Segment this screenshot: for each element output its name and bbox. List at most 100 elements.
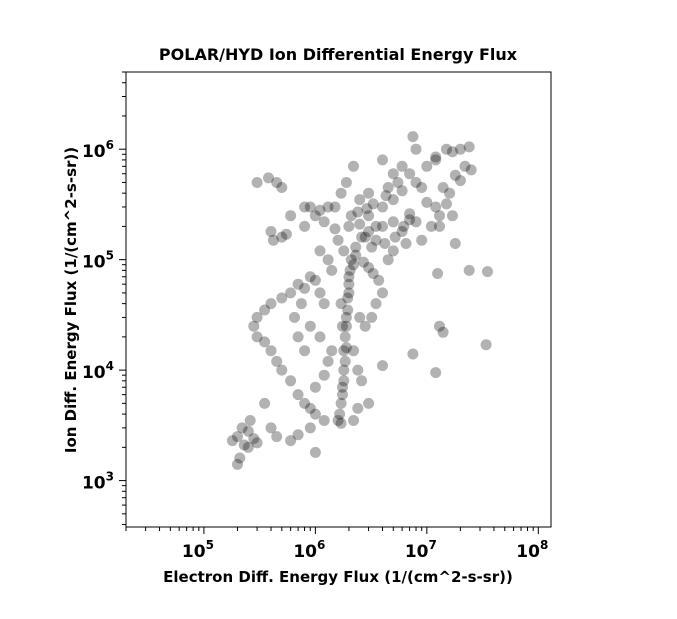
data-point bbox=[322, 355, 334, 367]
data-point bbox=[335, 298, 347, 310]
data-point bbox=[407, 131, 419, 143]
data-point bbox=[432, 268, 444, 279]
data-point bbox=[454, 175, 466, 187]
data-point bbox=[437, 182, 449, 193]
data-point bbox=[348, 415, 359, 426]
y-tick-label: 106 bbox=[82, 138, 114, 162]
data-point bbox=[340, 342, 352, 354]
data-point bbox=[276, 231, 288, 243]
data-point bbox=[338, 245, 350, 257]
data-point bbox=[400, 238, 412, 249]
data-point bbox=[421, 160, 433, 172]
data-point bbox=[251, 177, 263, 188]
x-tick-label: 105 bbox=[182, 538, 214, 562]
data-point bbox=[441, 143, 452, 155]
data-point bbox=[430, 154, 442, 166]
data-point bbox=[304, 320, 316, 332]
data-point bbox=[482, 266, 493, 278]
data-point bbox=[459, 160, 471, 172]
data-point bbox=[345, 210, 357, 222]
data-point bbox=[363, 187, 375, 199]
data-point bbox=[244, 415, 256, 426]
data-point bbox=[265, 345, 277, 357]
data-point bbox=[309, 381, 321, 393]
data-point bbox=[370, 298, 382, 310]
data-point bbox=[289, 311, 300, 323]
data-point bbox=[396, 185, 408, 197]
data-point bbox=[447, 146, 458, 158]
data-point bbox=[344, 264, 356, 276]
data-point bbox=[404, 208, 416, 220]
data-point bbox=[322, 201, 334, 213]
data-point bbox=[271, 177, 283, 188]
data-point bbox=[387, 168, 399, 180]
data-point bbox=[267, 234, 279, 246]
data-point bbox=[441, 198, 452, 210]
data-point bbox=[295, 298, 307, 310]
data-point bbox=[337, 320, 348, 332]
data-point bbox=[343, 278, 355, 290]
data-point bbox=[352, 206, 364, 218]
data-point bbox=[309, 274, 321, 286]
data-point bbox=[251, 437, 263, 449]
data-point bbox=[370, 234, 382, 246]
data-point bbox=[343, 287, 355, 299]
data-point bbox=[379, 238, 391, 249]
data-point bbox=[404, 214, 416, 226]
data-point bbox=[425, 220, 437, 232]
x-tick-label: 108 bbox=[516, 538, 548, 562]
data-point bbox=[236, 422, 248, 434]
data-point bbox=[232, 458, 243, 470]
data-point bbox=[377, 201, 388, 213]
data-point bbox=[363, 397, 375, 409]
data-point bbox=[354, 311, 366, 323]
data-point bbox=[348, 345, 359, 357]
data-point bbox=[339, 355, 351, 367]
data-point bbox=[318, 298, 330, 310]
data-point bbox=[242, 441, 254, 453]
data-point bbox=[318, 369, 330, 381]
data-point bbox=[271, 355, 283, 367]
data-point bbox=[309, 210, 321, 222]
data-point bbox=[454, 143, 466, 155]
data-point bbox=[338, 345, 350, 357]
data-point bbox=[410, 216, 422, 228]
data-point bbox=[354, 218, 366, 230]
data-point bbox=[276, 364, 288, 376]
data-point bbox=[226, 435, 238, 447]
y-tick-label: 105 bbox=[82, 249, 114, 273]
data-point bbox=[326, 345, 338, 357]
data-point bbox=[242, 425, 254, 437]
data-point bbox=[367, 268, 379, 279]
data-point bbox=[285, 287, 297, 299]
data-point bbox=[304, 271, 316, 283]
data-point bbox=[332, 234, 344, 246]
data-point bbox=[410, 143, 422, 155]
y-axis-label: Ion Diff. Energy Flux (1/(cm^2-s-sr)) bbox=[62, 147, 80, 453]
data-point bbox=[335, 187, 347, 199]
data-point bbox=[356, 231, 368, 243]
data-point bbox=[299, 220, 311, 232]
data-point bbox=[248, 320, 260, 332]
data-point bbox=[348, 160, 359, 172]
data-point bbox=[285, 435, 297, 447]
x-axis-label: Electron Diff. Energy Flux (1/(cm^2-s-sr… bbox=[163, 568, 513, 586]
data-point bbox=[318, 415, 330, 426]
data-point bbox=[343, 271, 355, 283]
data-point bbox=[343, 220, 355, 232]
data-point bbox=[263, 172, 274, 184]
data-point bbox=[292, 331, 304, 343]
plot-area bbox=[125, 71, 552, 528]
data-point bbox=[314, 245, 326, 257]
data-point bbox=[354, 194, 366, 206]
data-point bbox=[265, 298, 277, 310]
data-point bbox=[337, 381, 348, 393]
data-point bbox=[259, 397, 271, 409]
chart-title: POLAR/HYD Ion Differential Energy Flux bbox=[159, 45, 518, 64]
data-point bbox=[322, 254, 334, 266]
data-point bbox=[387, 245, 399, 257]
data-point bbox=[265, 226, 277, 237]
data-point bbox=[342, 292, 354, 304]
data-point bbox=[352, 402, 364, 414]
data-point bbox=[416, 182, 428, 193]
